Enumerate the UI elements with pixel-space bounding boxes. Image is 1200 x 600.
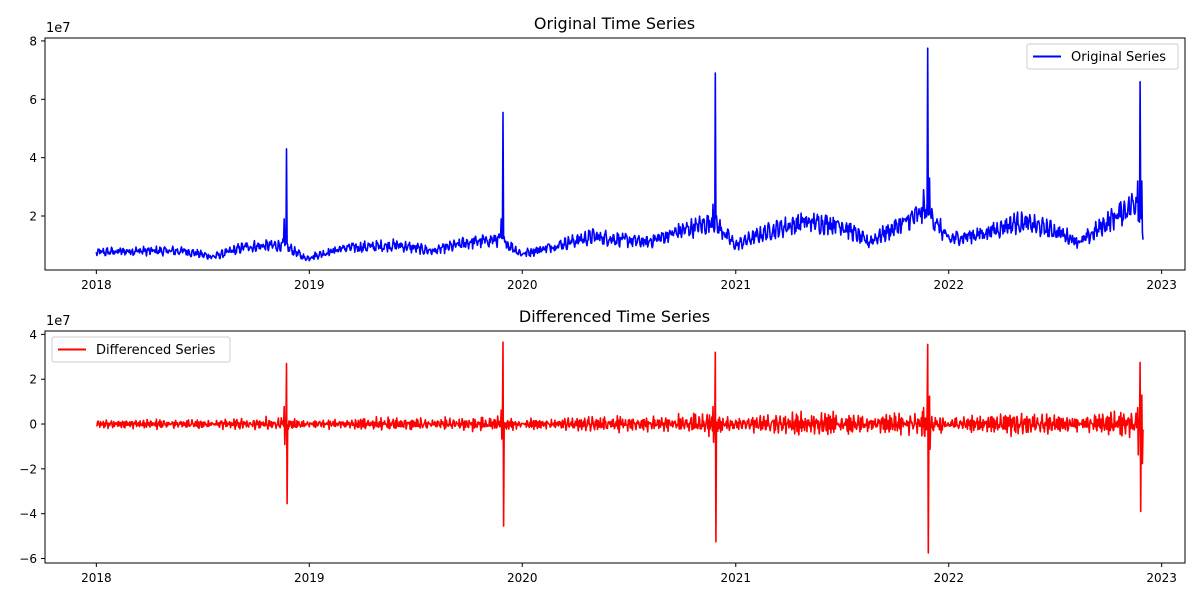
x-tick-label: 2020 [507,571,538,585]
legend: Differenced Series [51,336,231,363]
y-tick-label: 2 [29,210,37,224]
x-tick-label: 2018 [81,571,112,585]
y-tick-label: 8 [29,34,37,48]
x-tick-label: 2019 [294,571,325,585]
x-tick-label: 2019 [294,278,325,292]
x-tick-label: 2022 [933,571,964,585]
x-tick-label: 2018 [81,278,112,292]
y-tick-label: 2 [29,373,37,387]
y-tick-label: 4 [29,151,37,165]
legend-label-differenced-series: Differenced Series [96,343,216,358]
plot-area [96,341,1144,554]
x-tick-label: 2023 [1146,571,1177,585]
y-tick-label: −2 [19,462,37,476]
x-tick-label: 2022 [933,278,964,292]
axes-frame [44,330,1186,564]
x-tick-label: 2023 [1146,278,1177,292]
y-tick-label: −4 [19,507,37,521]
series-line-original [95,47,1144,262]
chart-original-time-series: Original Time Series 1e7 2018 2019 2020 202… [29,14,1186,292]
x-tick-label: 2020 [507,278,538,292]
y-tick-label: 6 [29,93,37,107]
x-tick-label: 2021 [720,571,751,585]
legend-box [1026,43,1179,70]
chart-differenced-time-series: Differenced Time Series 1e7 2018 2019 2020… [19,307,1186,585]
chart-title: Original Time Series [534,14,695,33]
chart-title: Differenced Time Series [519,307,710,326]
x-tick-label: 2021 [720,278,751,292]
y-tick-label: 4 [29,328,37,342]
y-tick-label: 0 [29,418,37,432]
y-offset-label: 1e7 [46,314,71,329]
y-offset-label: 1e7 [46,21,71,36]
legend-box [51,336,231,363]
legend: Original Series [1026,43,1179,70]
axis-ticks: 2018 2019 2020 2021 2022 2023 −6 −4 −2 0 2 4 [19,328,1177,585]
legend-label-original-series: Original Series [1071,50,1166,65]
y-tick-label: −6 [19,552,37,566]
axis-ticks: 2018 2019 2020 2021 2022 2023 2 4 6 8 [29,34,1177,292]
plot-area [95,47,1144,262]
axes-frame [44,37,1186,271]
series-line-differenced [96,341,1144,554]
